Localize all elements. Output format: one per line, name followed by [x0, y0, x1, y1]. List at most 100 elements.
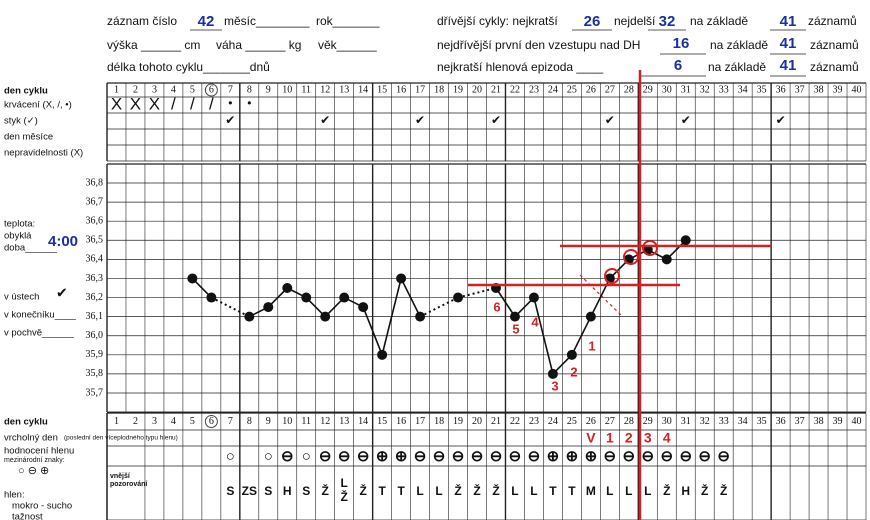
- mucus-symbol: ⊖: [660, 448, 673, 465]
- day-number: 26: [586, 416, 596, 427]
- mucus-symbol: ⊕: [376, 448, 389, 465]
- day-number: 33: [719, 416, 729, 427]
- value: 32: [659, 13, 676, 30]
- day-number: 10: [282, 416, 292, 427]
- day-number: 37: [795, 84, 805, 95]
- day-number: 26: [586, 84, 596, 95]
- day-number: 23: [529, 416, 539, 427]
- day-number: 24: [548, 84, 558, 95]
- bleeding-mark: /: [190, 94, 195, 113]
- day-number: 3: [152, 416, 157, 427]
- day-number: 7: [228, 416, 233, 427]
- day-number: 30: [662, 84, 672, 95]
- day-number: 5: [190, 84, 195, 95]
- temp-point: [301, 292, 312, 303]
- label: na základě: [690, 14, 748, 28]
- bleeding-mark: /: [209, 94, 214, 113]
- value: 6: [674, 57, 682, 74]
- day-number: 1: [114, 416, 119, 427]
- y-tick-label: 35,9: [86, 349, 104, 360]
- left-labels: den cyklu krvácení (X, /, •) styk (✓) de…: [4, 86, 178, 520]
- mucus-letter: Ž: [341, 489, 348, 504]
- day-number: 16: [396, 84, 406, 95]
- mucus-symbol: ⊖: [338, 448, 351, 465]
- y-tick-label: 35,7: [86, 387, 104, 398]
- day-number: 40: [852, 416, 862, 427]
- mucus-symbol: ⊖: [452, 448, 465, 465]
- day-number: 18: [434, 84, 444, 95]
- day-number: 32: [700, 84, 710, 95]
- mucus-letter: L: [416, 484, 423, 498]
- red-ring: [604, 268, 620, 284]
- count-label: 5: [512, 321, 519, 336]
- count-label: 6: [493, 299, 500, 314]
- label: nejkratší hlenová epizoda ____: [437, 60, 603, 74]
- day-number: 4: [171, 416, 176, 427]
- count-label: 2: [570, 364, 577, 379]
- mucus-letter: H: [283, 484, 292, 498]
- day-number: 10: [282, 84, 292, 95]
- day-number: 28: [624, 84, 634, 95]
- mucus-symbol: ⊕: [566, 448, 579, 465]
- intercourse-mark: ✔: [415, 113, 425, 127]
- mucus-symbol: ○: [226, 448, 235, 465]
- day-number: 6: [209, 84, 214, 95]
- peak-mark: 2: [625, 430, 633, 446]
- day-number: 32: [700, 416, 710, 427]
- label: nepravidelnosti (X): [4, 148, 83, 159]
- mucus-symbol: ⊖: [281, 448, 294, 465]
- day-number: 24: [548, 416, 558, 427]
- day-number: 17: [415, 84, 425, 95]
- mucus-letter: H: [681, 484, 690, 498]
- day-number: 9: [266, 84, 271, 95]
- mucus-symbol: ⊖: [319, 448, 332, 465]
- mucus-symbol: ⊖: [641, 448, 654, 465]
- mucus-letter: L: [341, 476, 348, 490]
- note: (poslední den víceplodného typu hlenu): [64, 435, 178, 442]
- mucus-symbol: ○: [302, 448, 311, 465]
- temp-segment: [419, 296, 459, 318]
- y-tick-label: 36,5: [86, 235, 104, 246]
- temp-point: [680, 235, 691, 246]
- day-number: 7: [228, 84, 233, 95]
- temp-point: [528, 292, 539, 303]
- bleeding-mark: •: [247, 96, 251, 110]
- label: na základě: [708, 60, 766, 74]
- day-number: 21: [491, 84, 501, 95]
- mucus-symbol: ⊕: [585, 448, 598, 465]
- label: v konečníku____: [4, 310, 77, 321]
- temp-point: [244, 311, 255, 322]
- day-number: 20: [472, 416, 482, 427]
- label: dřívější cykly: nejkratší: [437, 14, 558, 28]
- label: doba______: [4, 243, 58, 254]
- day-number: 21: [491, 416, 501, 427]
- mucus-letter: T: [568, 484, 576, 498]
- mucus-letter: Ž: [322, 483, 329, 498]
- label: délka tohoto cyklu_______dnů: [107, 60, 270, 74]
- label: nejdřívější první den vzestupu nad DH: [437, 38, 640, 52]
- day-circle: [204, 415, 218, 428]
- temp-point: [396, 273, 407, 284]
- value: 41: [780, 57, 797, 74]
- day-number: 13: [339, 416, 349, 427]
- label: záznam číslo: [107, 14, 177, 28]
- day-number: 16: [396, 416, 406, 427]
- day-number: 6: [209, 416, 214, 427]
- label: vnější: [110, 473, 131, 480]
- intercourse-mark: ✔: [776, 113, 786, 127]
- temp-segment: [571, 316, 592, 356]
- y-tick-label: 36,3: [86, 273, 104, 284]
- day-number: 33: [719, 84, 729, 95]
- day-number: 28: [624, 416, 634, 427]
- day-number: 35: [757, 416, 767, 427]
- mucus-letter: T: [397, 484, 405, 498]
- temp-point: [377, 349, 388, 360]
- temp-segment: [495, 287, 516, 318]
- temp-point: [206, 292, 217, 303]
- value: 16: [673, 35, 690, 52]
- label: nejdelší: [614, 14, 656, 28]
- mucus-letter: Ž: [663, 483, 670, 498]
- mucus-symbol: ⊕: [395, 448, 408, 465]
- peak-mark: 1: [606, 430, 614, 446]
- day-number: 23: [529, 84, 539, 95]
